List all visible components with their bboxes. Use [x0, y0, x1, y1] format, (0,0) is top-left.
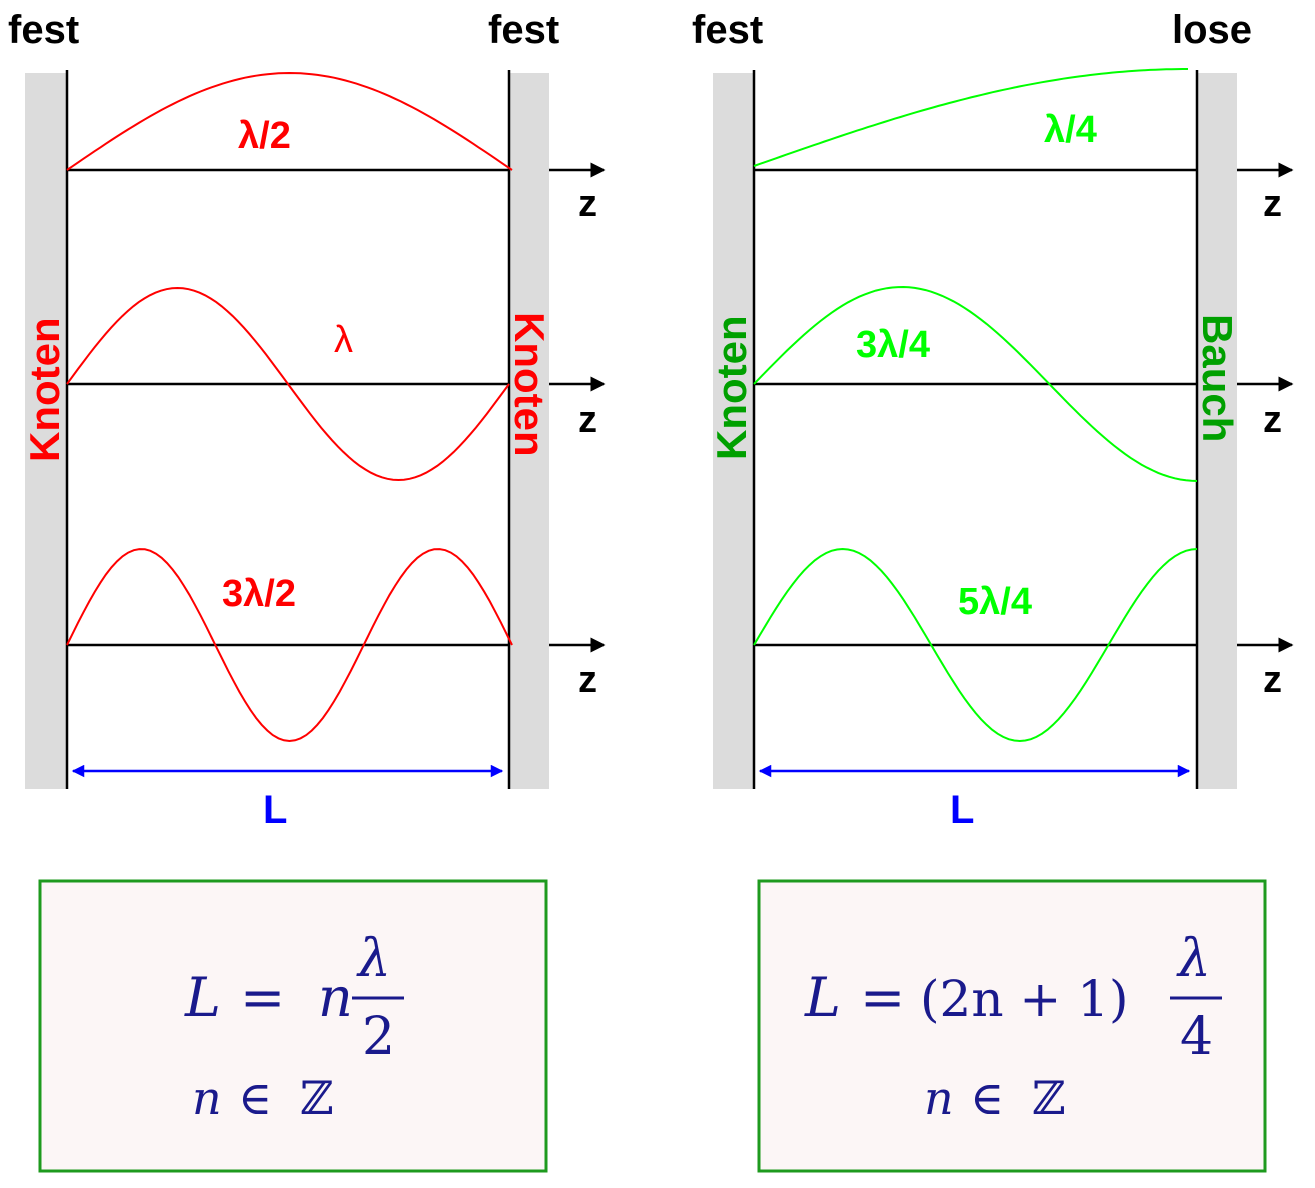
left-domain-set: ℤ [300, 1071, 334, 1125]
left-wall-right [509, 73, 549, 789]
left-formula-den: 2 [362, 1007, 395, 1067]
right-wave-mode-2 [753, 285, 1198, 482]
left-axis-label-1: z [578, 183, 597, 225]
right-mode-label-2: 3λ/4 [856, 324, 930, 366]
left-formula-box: L = n λ 2 n ∈ ℤ [38, 879, 548, 1173]
left-formula-eq: = [240, 966, 285, 1029]
left-mode-label-3: 3λ/2 [222, 573, 296, 615]
right-wall-left [713, 73, 754, 789]
left-axis-label-2: z [578, 399, 597, 441]
right-mode-label-3: 5λ/4 [958, 581, 1032, 623]
right-mode-label-1: λ/4 [1044, 109, 1097, 151]
right-diagram: fest lose z z z λ/4 3λ/4 5λ/4 Knoten Bau… [692, 8, 1294, 832]
left-side-label-right: Knoten [506, 312, 553, 457]
left-mode-label-1: λ/2 [238, 115, 291, 157]
left-axis-label-3: z [578, 659, 597, 701]
left-wave-mode-2 [66, 286, 510, 482]
right-wave-mode-1 [753, 68, 1188, 167]
left-mode-label-2: λ [334, 319, 353, 361]
left-formula-lhs: L [184, 966, 221, 1029]
right-domain-var: n [924, 1071, 954, 1125]
right-end-label-right: lose [1172, 8, 1252, 52]
left-wall-left [25, 73, 67, 789]
right-axis-label-3: z [1263, 659, 1282, 701]
right-end-label-left: fest [692, 8, 763, 52]
right-formula-coef: (2n + 1) [920, 970, 1129, 1028]
right-formula-frame [757, 879, 1267, 1173]
right-side-label-right: Bauch [1194, 314, 1241, 442]
right-formula-box: L = (2n + 1) λ 4 n ∈ ℤ [757, 879, 1267, 1173]
left-end-label-left: fest [8, 8, 79, 52]
right-formula-eq: = [860, 966, 905, 1029]
left-formula-num: λ [356, 929, 391, 989]
right-domain-sym: ∈ [970, 1071, 1004, 1125]
left-formula-coef: n [318, 966, 353, 1029]
right-wave-mode-3 [753, 547, 1198, 743]
right-axis-label-2: z [1263, 399, 1282, 441]
right-side-label-left: Knoten [708, 315, 755, 460]
left-end-label-right: fest [488, 8, 559, 52]
right-wall-right [1197, 73, 1237, 789]
left-wave-mode-3 [66, 548, 513, 743]
left-formula-frame [38, 879, 548, 1173]
right-formula-lhs: L [804, 966, 841, 1029]
left-length-label: L [263, 788, 287, 832]
right-length-label: L [950, 788, 974, 832]
left-domain-sym: ∈ [238, 1071, 272, 1125]
left-diagram: fest fest z z z λ/2 λ 3λ/2 Knoten Knoten… [8, 8, 606, 832]
left-wave-mode-1 [66, 71, 513, 171]
right-axis-label-1: z [1263, 183, 1282, 225]
right-formula-den: 4 [1180, 1007, 1213, 1067]
left-domain-var: n [192, 1071, 222, 1125]
right-domain-set: ℤ [1032, 1071, 1066, 1125]
right-formula-num: λ [1176, 929, 1211, 989]
left-side-label-left: Knoten [21, 317, 68, 462]
